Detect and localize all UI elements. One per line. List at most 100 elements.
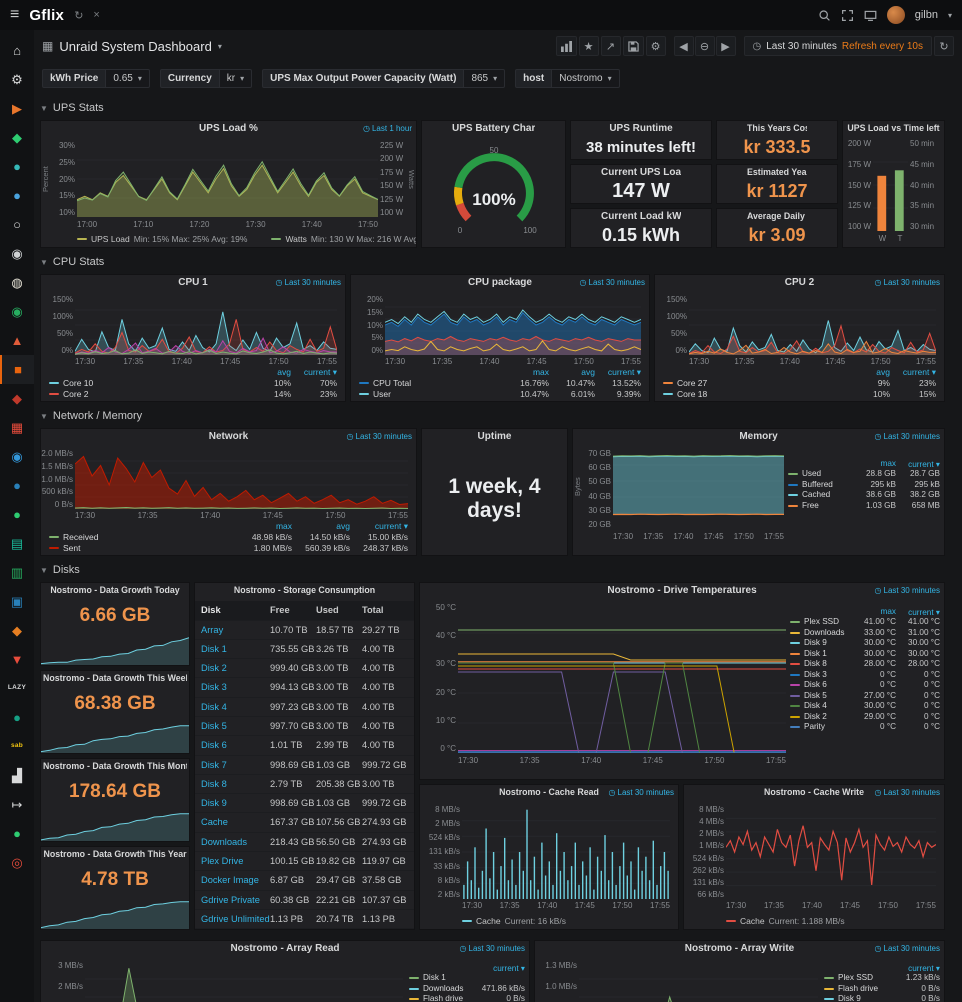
sidebar-app-icon[interactable]: LAZY — [0, 674, 34, 703]
sidebar-app-icon[interactable]: ● — [0, 703, 34, 732]
legend-column-header[interactable]: current ▾ — [908, 964, 940, 973]
disk-link[interactable]: Cache — [201, 817, 228, 828]
legend-item[interactable]: Core 18 10% 15% — [663, 389, 936, 400]
sidebar-app-icon[interactable]: ◉ — [0, 239, 34, 268]
sidebar-app-icon[interactable]: ▼ — [0, 645, 34, 674]
sidebar-app-icon[interactable]: ▶ — [0, 94, 34, 123]
legend-item[interactable]: Downloads 33.00 °C 31.00 °C — [790, 628, 940, 639]
legend-item[interactable]: Disk 1 30.00 °C 30.00 °C — [790, 649, 940, 660]
memory-chart[interactable] — [613, 449, 784, 529]
panel-title[interactable]: Average Daily Cost — [747, 211, 807, 221]
dashboard-title[interactable]: Unraid System Dashboard — [59, 38, 212, 54]
time-range-badge[interactable]: ◷ Last 30 minutes — [346, 432, 412, 441]
sidebar-app-icon[interactable]: ● — [0, 152, 34, 181]
share-button[interactable]: ↗ — [600, 36, 621, 56]
time-range-badge[interactable]: ◷ Last 30 minutes — [874, 586, 940, 595]
disk-link[interactable]: Disk 1 — [201, 643, 227, 654]
legend-item[interactable]: Disk 4 30.00 °C 0 °C — [790, 701, 940, 712]
legend-item[interactable]: CPU Total 16.76% 10.47% 13.52% — [359, 378, 641, 389]
legend-item[interactable]: Cache Current: 1.188 MB/s — [726, 916, 845, 926]
disk-link[interactable]: Disk 6 — [201, 740, 227, 751]
panel-title[interactable]: Nostromo - Data Growth This Month — [43, 761, 187, 771]
sidebar-app-icon[interactable]: ● — [0, 181, 34, 210]
legend-column-header[interactable]: current ▾ — [493, 964, 525, 973]
legend-item[interactable]: Disk 2 29.00 °C 0 °C — [790, 712, 940, 723]
legend-item[interactable]: Free 1.03 GB 658 MB — [788, 501, 940, 512]
sidebar-app-icon[interactable]: ▤ — [0, 529, 34, 558]
panel-title[interactable]: Nostromo - Array Write — [684, 943, 795, 954]
template-variable[interactable]: kWh Price 0.65 ▾ — [42, 68, 150, 88]
legend-item[interactable]: Received 48.98 kB/s 14.50 kB/s 15.00 kB/s — [49, 532, 408, 543]
legend-item[interactable]: UPS Load Min: 15% Max: 25% Avg: 19% — [77, 234, 247, 244]
time-forward-button[interactable]: ▶ — [715, 36, 736, 56]
tv-mode-icon[interactable] — [864, 9, 877, 22]
ups-bars-chart[interactable] — [873, 139, 908, 231]
legend-column-header[interactable]: current ▾ — [303, 367, 337, 377]
sidebar-app-icon[interactable]: ↦ — [0, 790, 34, 819]
temperatures-chart[interactable] — [458, 603, 786, 753]
panel-title[interactable]: UPS Battery Charge — [452, 123, 535, 134]
cpu2-chart[interactable] — [689, 295, 936, 355]
template-variable[interactable]: UPS Max Output Power Capacity (Watt) 865… — [262, 68, 506, 88]
legend-column-header[interactable]: avg — [336, 521, 350, 531]
disk-link[interactable]: Gdrive Private — [201, 894, 260, 905]
legend-column-header[interactable]: current ▾ — [908, 608, 940, 617]
row-header-network-memory[interactable]: ▼ Network / Memory — [40, 410, 143, 422]
sidebar-app-icon[interactable]: ◆ — [0, 616, 34, 645]
time-range-badge[interactable]: ◷ Last 30 minutes — [608, 788, 674, 797]
time-range-badge[interactable]: ◷ Last 30 minutes — [874, 788, 940, 797]
disk-link[interactable]: Disk 3 — [201, 682, 227, 693]
sidebar-app-icon[interactable]: ▟ — [0, 761, 34, 790]
sidebar-app-icon[interactable]: ◎ — [0, 848, 34, 877]
legend-item[interactable]: Cached 38.6 GB 38.2 GB — [788, 490, 940, 501]
disk-link[interactable]: Disk 4 — [201, 701, 227, 712]
cache-read-chart[interactable] — [462, 805, 670, 899]
legend-item[interactable]: Disk 9 30.00 °C 30.00 °C — [790, 638, 940, 649]
time-range-badge[interactable]: ◷ Last 30 minutes — [275, 278, 341, 287]
menu-icon[interactable]: ≡ — [10, 6, 20, 23]
username[interactable]: gilbn — [914, 9, 938, 21]
legend-item[interactable]: Used 28.8 GB 28.7 GB — [788, 469, 940, 480]
legend-item[interactable]: Disk 8 28.00 °C 28.00 °C — [790, 659, 940, 670]
legend-column-header[interactable]: current ▾ — [607, 367, 641, 377]
time-back-button[interactable]: ◀ — [673, 36, 694, 56]
sidebar-app-icon[interactable]: ◉ — [0, 442, 34, 471]
cpu-package-chart[interactable] — [385, 295, 641, 355]
sidebar-app-icon[interactable]: ● — [0, 819, 34, 848]
close-icon[interactable]: × — [93, 9, 100, 21]
legend-column-header[interactable]: max — [532, 367, 549, 377]
time-picker-button[interactable]: ◷ Last 30 minutes Refresh every 10s — [743, 36, 932, 56]
panel-title[interactable]: This Years Cost — [747, 123, 807, 133]
sidebar-app-icon[interactable]: ◍ — [0, 268, 34, 297]
time-range-badge[interactable]: ◷ Last 30 minutes — [579, 278, 645, 287]
sidebar-app-icon[interactable]: ▣ — [0, 587, 34, 616]
panel-title[interactable]: UPS Load vs Time left — [847, 123, 940, 133]
panel-title[interactable]: CPU 2 — [784, 277, 815, 288]
legend-item[interactable]: Disk 1 — [409, 973, 525, 984]
sidebar-app-icon[interactable]: ● — [0, 500, 34, 529]
legend-column-header[interactable]: max — [275, 521, 292, 531]
legend-column-header[interactable]: avg — [581, 367, 595, 377]
disk-link[interactable]: Disk 7 — [201, 759, 227, 770]
row-header-ups-stats[interactable]: ▼ UPS Stats — [40, 102, 104, 114]
legend-column-header[interactable]: avg — [277, 367, 291, 377]
refresh-button[interactable]: ↻ — [934, 36, 954, 56]
sidebar-app-icon[interactable]: ■ — [0, 355, 34, 384]
star-button[interactable]: ★ — [578, 36, 599, 56]
legend-item[interactable]: Buffered 295 kB 295 kB — [788, 480, 940, 491]
time-range-badge[interactable]: ◷ Last 30 minutes — [874, 432, 940, 441]
panel-title[interactable]: Current UPS Load — [601, 167, 681, 178]
array-read-chart[interactable] — [85, 961, 403, 1002]
sidebar-app-icon[interactable]: ▦ — [0, 413, 34, 442]
sidebar-app-icon[interactable]: ⚙ — [0, 65, 34, 94]
legend-item[interactable]: Flash drive 0 B/s — [824, 984, 940, 995]
panel-title[interactable]: Nostromo - Storage Consumption — [233, 585, 376, 595]
search-icon[interactable] — [818, 9, 831, 22]
ups-load-chart[interactable] — [77, 141, 378, 217]
disk-link[interactable]: Disk 5 — [201, 720, 227, 731]
panel-title[interactable]: UPS Runtime — [609, 123, 673, 134]
panel-title[interactable]: CPU 1 — [178, 277, 208, 288]
legend-item[interactable]: Downloads 471.86 kB/s — [409, 984, 525, 995]
